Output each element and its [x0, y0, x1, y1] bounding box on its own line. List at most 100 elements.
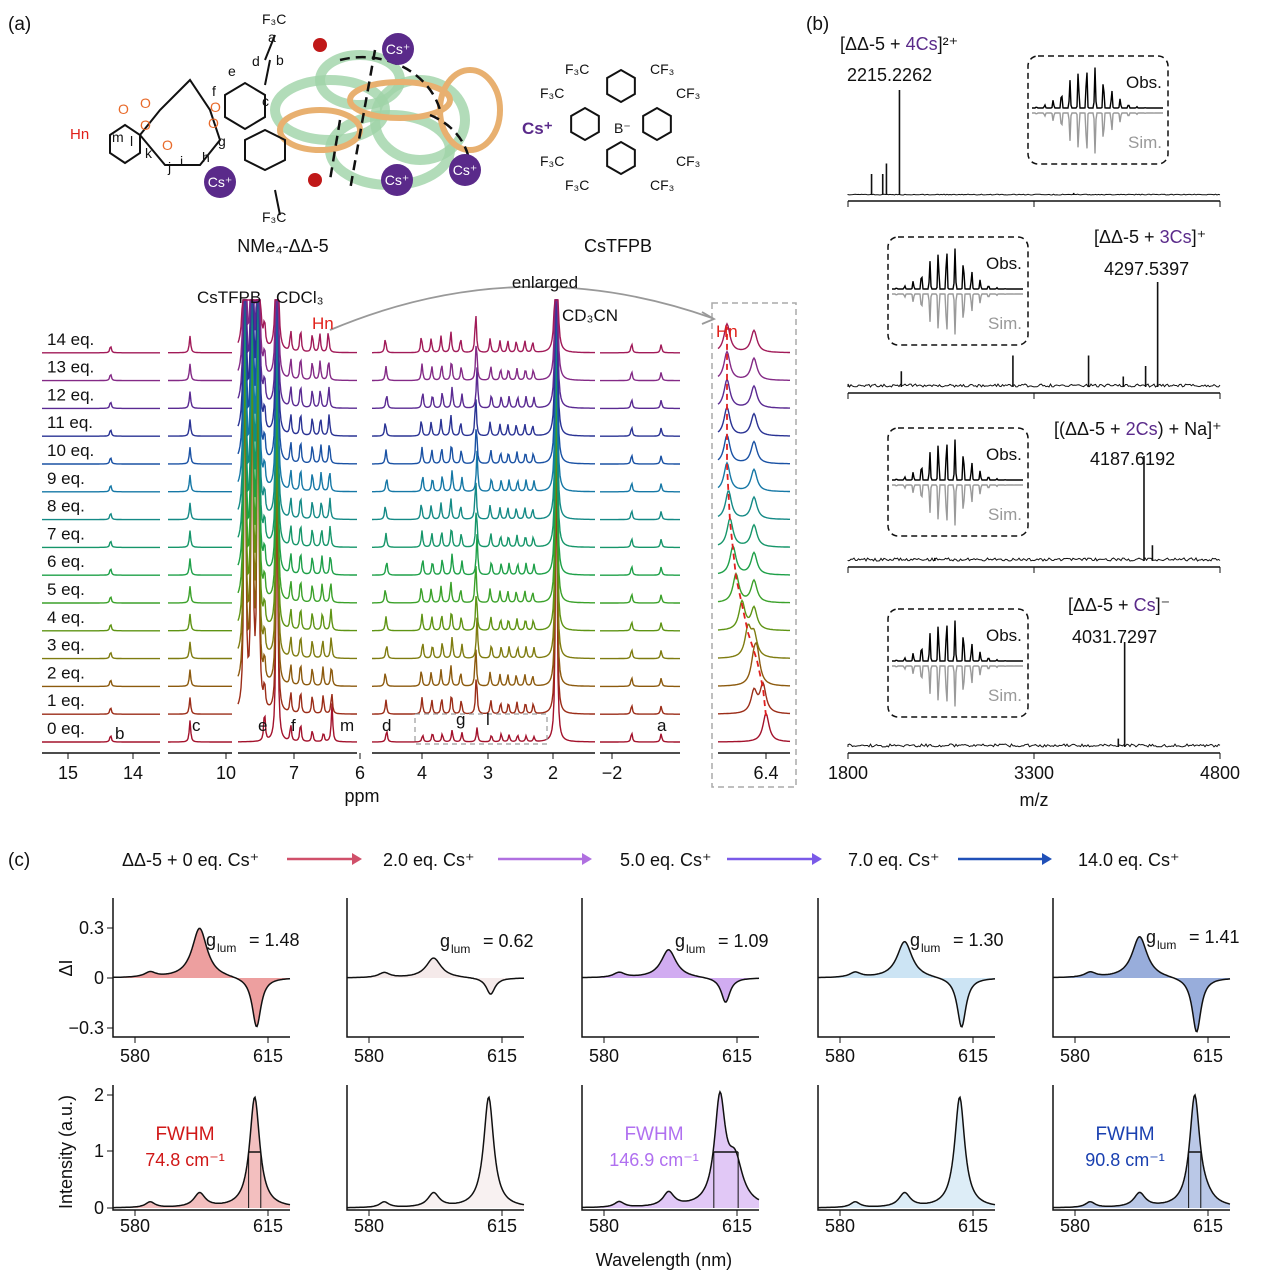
atom-label-f: f — [212, 83, 216, 99]
eq-label: 14 eq. — [47, 330, 94, 349]
sequence-arrowhead — [1042, 853, 1052, 865]
glum-value: = 1.48 — [249, 930, 300, 950]
eq-label: 13 eq. — [47, 358, 94, 377]
x-tick-label: 580 — [825, 1216, 855, 1236]
glum-value: = 1.41 — [1189, 927, 1240, 947]
atom-label-c: c — [262, 93, 269, 109]
molecule-structure: F₃CF₃CHnabcdefghijklmOOOOO OCs⁺Cs⁺ Cs⁺Cs⁺ — [70, 11, 500, 225]
glum-subscript: lum — [451, 942, 470, 956]
eq-label: 10 eq. — [47, 441, 94, 460]
nmr-stack: 0 eq.1 eq.2 eq.3 eq.4 eq.5 eq.6 eq.7 eq.… — [42, 300, 790, 783]
oxygen-red-ball — [308, 173, 322, 187]
cdcl3-annotation: CDCl₃ — [276, 288, 324, 307]
x-tick-label: 615 — [487, 1046, 517, 1066]
atom-label-h: h — [202, 149, 210, 165]
cf3-group-label: F₃C — [565, 61, 589, 77]
cpl-fill — [818, 942, 995, 1027]
x-tick-label: 10 — [216, 763, 236, 783]
atom-label-m: m — [112, 129, 124, 145]
peak-label: b — [115, 724, 124, 743]
label-f3c-top: F₃C — [262, 11, 286, 27]
ms-spectrum-4: [ΔΔ-5 + Cs]⁻ 4031.7297 Obs. Sim. — [848, 595, 1220, 759]
inset-trace-11eq — [718, 407, 790, 436]
glum-subscript: lum — [686, 942, 705, 956]
oxygen-label: O — [208, 115, 219, 131]
sequence-arrowhead — [352, 853, 362, 865]
pl-y-tick-label: 1 — [94, 1141, 104, 1161]
ms-species-part: Cs — [1134, 595, 1156, 615]
ms-species-part: ) + Na]⁺ — [1158, 419, 1222, 439]
cage-strand-orange — [440, 70, 500, 150]
eq-label: 3 eq. — [47, 636, 85, 655]
x-tick-label: 3 — [483, 763, 493, 783]
nmr-trace-6eq — [42, 300, 680, 575]
ms-species-label: [ΔΔ-5 + Cs]⁻ — [1068, 595, 1170, 615]
nmr-x-axis-title: ppm — [344, 786, 379, 806]
ms-spectrum-1: [ΔΔ-5 + 4Cs]²⁺ 2215.2262 Obs. Sim. — [840, 34, 1220, 207]
nmr-trace-0eq — [42, 406, 680, 742]
boron-label: B⁻ — [614, 120, 631, 136]
x-tick-label: 580 — [120, 1046, 150, 1066]
atom-label-e: e — [228, 63, 236, 79]
molecule-name: NMe₄-ΔΔ-5 — [237, 236, 328, 256]
enlarged-arrow — [330, 287, 712, 330]
inset-trace-12eq — [718, 379, 790, 408]
nmr-trace-5eq — [42, 300, 680, 603]
ms-species-label: [ΔΔ-5 + 4Cs]²⁺ — [840, 34, 958, 54]
pl-y-tick-label: 0 — [94, 1198, 104, 1218]
pl-fill — [347, 1097, 524, 1208]
cstfpb-annotation: CsTFPB — [197, 288, 261, 307]
ms-species-part: ]²⁺ — [938, 34, 959, 54]
atom-label-b: b — [276, 52, 284, 68]
panel-label-c: (c) — [8, 850, 30, 871]
peak-label: l — [486, 710, 490, 729]
cf3-group-label: CF₃ — [650, 177, 674, 193]
peak-label: g — [456, 710, 465, 729]
ms-mz-value: 4187.6192 — [1090, 449, 1175, 469]
eq-label: 9 eq. — [47, 469, 85, 488]
wavelength-axis-title: Wavelength (nm) — [596, 1250, 732, 1270]
cf3-group-label: F₃C — [540, 153, 564, 169]
eq-label: 8 eq. — [47, 497, 85, 516]
ms-x-tick-label: 1800 — [828, 763, 868, 783]
ms-species-part: ]⁻ — [1156, 595, 1171, 615]
x-tick-label: 6 — [355, 763, 365, 783]
x-tick-label: 615 — [722, 1046, 752, 1066]
phenyl-ring — [607, 142, 635, 174]
x-tick-label: 7 — [289, 763, 299, 783]
ms-mz-value: 4297.5397 — [1104, 259, 1189, 279]
ms-species-label: [(ΔΔ-5 + 2Cs) + Na]⁺ — [1054, 419, 1222, 439]
x-tick-label: 580 — [589, 1046, 619, 1066]
obs-label: Obs. — [1126, 73, 1162, 92]
ms-species-part: 2Cs — [1126, 419, 1158, 439]
glum-value: = 0.62 — [483, 931, 534, 951]
x-tick-label: 615 — [253, 1046, 283, 1066]
cs-equivalent-step-1: 2.0 eq. Cs⁺ — [383, 850, 475, 870]
fwhm-label: FWHM — [624, 1124, 683, 1145]
oxygen-label: O — [162, 137, 173, 153]
eq-label: 1 eq. — [47, 691, 85, 710]
cs-equivalent-step-0: ΔΔ-5 + 0 eq. Cs⁺ — [122, 850, 259, 870]
ms-species-part: 3Cs — [1160, 227, 1192, 247]
cpl-y-axis-title: ΔI — [56, 959, 76, 976]
glum-label: g — [1146, 927, 1156, 947]
x-tick-label: 580 — [354, 1216, 384, 1236]
cpl-panel-1: 580 615g lum = 1.48580 615FWHM74.8 cm⁻¹ — [113, 898, 300, 1236]
sequence-arrowhead — [812, 853, 822, 865]
fwhm-value: 74.8 cm⁻¹ — [145, 1150, 225, 1170]
x-tick-label: 14 — [123, 763, 143, 783]
ms-baseline-noise — [848, 194, 1220, 195]
atom-label-k: k — [145, 145, 153, 161]
sim-label: Sim. — [988, 314, 1022, 333]
atom-label-j: j — [167, 159, 171, 175]
phenyl-ring — [643, 108, 671, 140]
ms-species-part: [ΔΔ-5 + — [1068, 595, 1134, 615]
pl-fill — [818, 1097, 995, 1208]
cf3-group-label: CF₃ — [676, 85, 700, 101]
ms-baseline-noise — [848, 558, 1220, 561]
obs-label: Obs. — [986, 626, 1022, 645]
enlarged-annotation: enlarged — [512, 273, 578, 292]
x-tick-label: 580 — [825, 1046, 855, 1066]
cpl-panel-4: 580 615 g lum = 1.30 580 615 — [818, 898, 1004, 1236]
eq-label: 11 eq. — [47, 413, 93, 432]
